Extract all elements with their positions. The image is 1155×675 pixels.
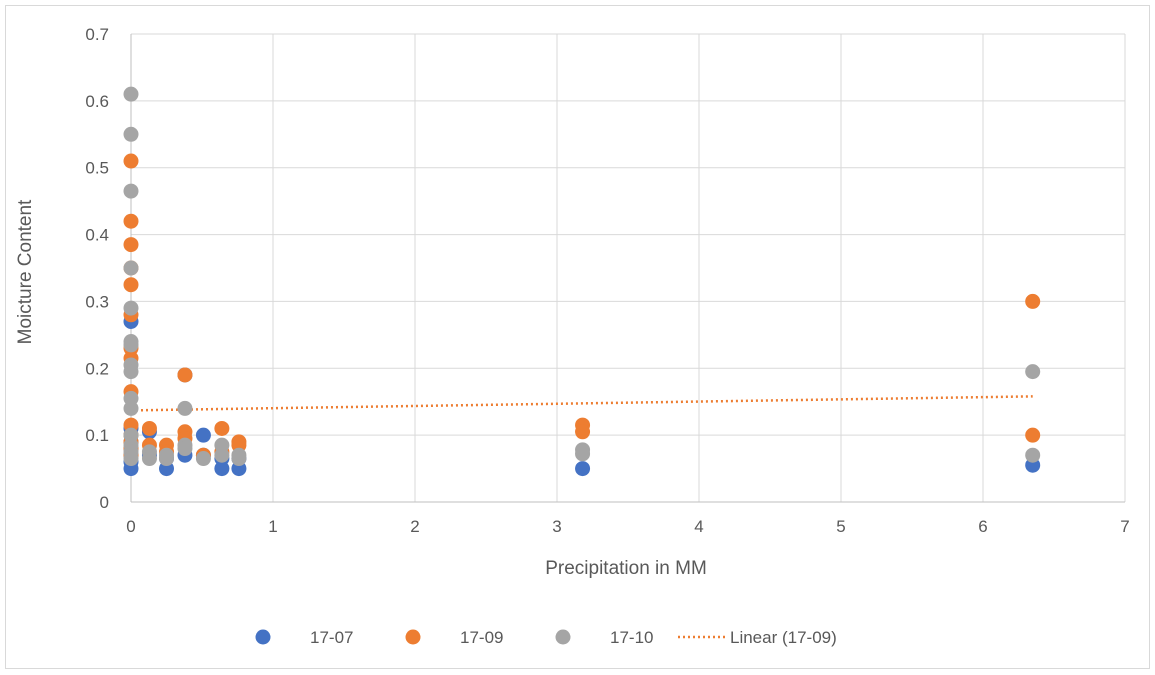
point-17-09 — [123, 277, 139, 293]
point-17-09 — [1025, 427, 1041, 443]
trendline — [130, 395, 1033, 412]
legend-label: 17-07 — [310, 628, 353, 647]
point-17-10 — [123, 86, 139, 102]
x-tick-label: 3 — [552, 517, 561, 536]
point-17-09 — [1025, 293, 1041, 309]
point-17-10 — [123, 337, 139, 353]
x-tick-label: 2 — [410, 517, 419, 536]
point-17-10 — [123, 260, 139, 276]
x-tick-label: 1 — [268, 517, 277, 536]
point-17-10 — [123, 364, 139, 380]
legend: 17-07 17-09 17-10 Linear (17-09) — [255, 628, 837, 647]
legend-label: Linear (17-09) — [730, 628, 837, 647]
point-17-10 — [159, 451, 174, 467]
point-17-09 — [214, 420, 230, 436]
point-17-07 — [575, 461, 591, 477]
point-17-09 — [575, 424, 591, 440]
y-tick-label: 0.4 — [85, 226, 109, 245]
point-17-10 — [177, 441, 193, 457]
y-tick-label: 0.1 — [85, 426, 109, 445]
point-17-10 — [214, 447, 230, 463]
point-17-10 — [123, 126, 139, 142]
x-tick-label: 0 — [126, 517, 135, 536]
x-tick-label: 5 — [836, 517, 845, 536]
grid — [131, 33, 1126, 502]
point-17-09 — [123, 153, 139, 169]
point-17-10 — [141, 451, 157, 467]
x-axis-title: Precipitation in MM — [545, 558, 707, 579]
x-tick-label: 6 — [978, 517, 987, 536]
y-tick-label: 0.6 — [85, 92, 109, 111]
point-17-09 — [141, 420, 157, 436]
y-tick-label: 0 — [100, 493, 109, 512]
point-17-10 — [1025, 447, 1041, 463]
y-tick-label: 0.7 — [85, 25, 109, 44]
y-tick-label: 0.5 — [85, 159, 109, 178]
chart: 0 0.1 0.2 0.3 0.4 0.5 0.6 0.7 0 1 2 3 4 5 6 7 Precipita… — [15, 25, 1130, 647]
point-17-10 — [123, 400, 139, 416]
point-17-09 — [123, 213, 139, 229]
legend-label: 17-09 — [460, 628, 503, 647]
legend-marker-17-07 — [255, 629, 271, 645]
y-tick-label: 0.2 — [85, 359, 109, 378]
point-17-09 — [177, 367, 193, 383]
data-points — [123, 86, 1041, 477]
point-17-10 — [123, 300, 139, 316]
point-17-07 — [195, 427, 211, 443]
point-17-10 — [1025, 364, 1041, 380]
y-tick-label: 0.3 — [85, 292, 109, 311]
point-17-10 — [123, 183, 139, 199]
legend-marker-17-09 — [405, 629, 421, 645]
legend-label: 17-10 — [610, 628, 653, 647]
point-17-09 — [123, 237, 139, 253]
point-17-10 — [123, 451, 139, 467]
point-17-10 — [575, 446, 591, 462]
point-17-10 — [195, 451, 211, 467]
point-17-10 — [231, 451, 247, 467]
x-tick-label: 4 — [694, 517, 703, 536]
trendline-layer — [130, 395, 1033, 412]
x-tick-label: 7 — [1120, 517, 1129, 536]
legend-marker-17-10 — [555, 629, 571, 645]
point-17-10 — [177, 400, 193, 416]
chart-frame: 0 0.1 0.2 0.3 0.4 0.5 0.6 0.7 0 1 2 3 4 5 6 7 Precipita… — [5, 5, 1150, 669]
y-axis-title: Moicture Content — [15, 199, 36, 344]
